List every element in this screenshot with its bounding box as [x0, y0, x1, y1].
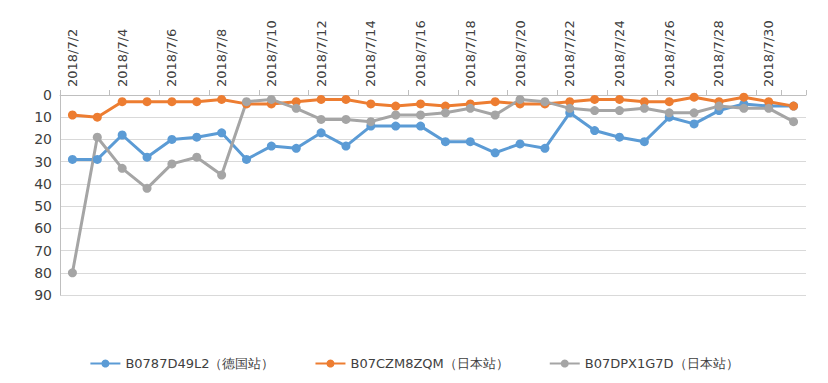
- svg-text:2018/7/12: 2018/7/12: [314, 20, 329, 87]
- svg-text:60: 60: [34, 220, 52, 236]
- svg-text:10: 10: [34, 109, 52, 125]
- svg-text:30: 30: [34, 154, 52, 170]
- svg-text:2018/7/2: 2018/7/2: [65, 29, 80, 87]
- svg-text:B0787D49L2（德国站）: B0787D49L2（德国站）: [125, 356, 274, 371]
- svg-text:2018/7/26: 2018/7/26: [662, 20, 677, 87]
- svg-text:2018/7/10: 2018/7/10: [264, 20, 279, 87]
- svg-text:70: 70: [34, 243, 52, 259]
- svg-text:2018/7/14: 2018/7/14: [363, 20, 378, 87]
- svg-text:40: 40: [34, 176, 52, 192]
- svg-text:20: 20: [34, 131, 52, 147]
- svg-text:2018/7/8: 2018/7/8: [214, 29, 229, 87]
- svg-text:2018/7/22: 2018/7/22: [562, 20, 577, 87]
- svg-text:B07CZM8ZQM（日本站）: B07CZM8ZQM（日本站）: [350, 356, 508, 371]
- svg-text:2018/7/30: 2018/7/30: [761, 20, 776, 87]
- svg-text:2018/7/16: 2018/7/16: [413, 20, 428, 87]
- svg-text:0: 0: [43, 87, 52, 103]
- svg-text:2018/7/20: 2018/7/20: [513, 20, 528, 87]
- svg-text:2018/7/24: 2018/7/24: [612, 20, 627, 87]
- svg-text:2018/7/18: 2018/7/18: [463, 20, 478, 87]
- svg-text:2018/7/6: 2018/7/6: [164, 29, 179, 87]
- svg-text:50: 50: [34, 198, 52, 214]
- svg-text:2018/7/28: 2018/7/28: [711, 20, 726, 87]
- svg-text:90: 90: [34, 287, 52, 303]
- svg-text:2018/7/4: 2018/7/4: [115, 29, 130, 87]
- svg-text:80: 80: [34, 265, 52, 281]
- svg-text:B07DPX1G7D（日本站）: B07DPX1G7D（日本站）: [585, 356, 739, 371]
